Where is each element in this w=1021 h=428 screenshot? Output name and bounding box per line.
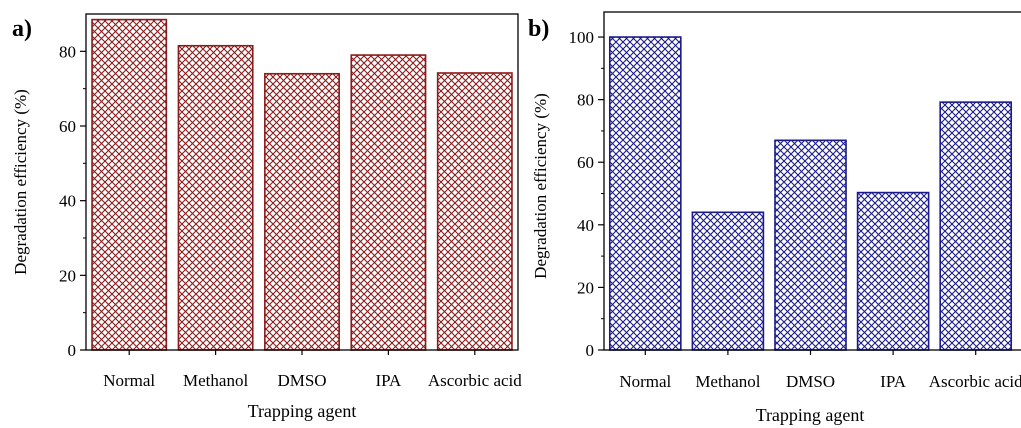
x-tick-label: Methanol: [695, 372, 760, 391]
x-tick-label: DMSO: [786, 372, 835, 391]
y-tick-label: 80: [59, 42, 76, 61]
panel-a-ticks: [80, 50, 476, 355]
panel-b-y-axis-label: Degradation efficiency (%): [531, 93, 550, 279]
bar-ascorbic-acid: [939, 101, 1013, 351]
x-tick-label: Normal: [619, 372, 671, 391]
x-tick-label: Normal: [103, 371, 155, 390]
panel-b-label: b): [528, 16, 549, 42]
x-tick-label: DMSO: [277, 371, 326, 390]
panel-a-y-axis-label: Degradation efficiency (%): [11, 89, 30, 275]
bar-normal: [608, 36, 682, 351]
panel-b-plot-frame: [603, 11, 1021, 351]
y-tick-label: 20: [577, 278, 594, 297]
bar-normal: [91, 18, 168, 351]
x-tick-label: IPA: [880, 372, 907, 391]
bar-dmso: [264, 72, 340, 351]
panel-a: a) Degradation efficiency (%) Trapping a…: [11, 13, 522, 421]
bar-methanol: [177, 44, 254, 351]
y-tick-label: 40: [577, 216, 594, 235]
panel-a-x-axis-label: Trapping agent: [248, 401, 357, 421]
panel-b-x-axis-label: Trapping agent: [756, 405, 865, 425]
panel-b-y-tick-labels: 0 20 40 60 80 100: [569, 28, 595, 360]
bar-ascorbic-acid: [436, 72, 513, 351]
y-tick-label: 20: [59, 266, 76, 285]
y-tick-label: 60: [577, 153, 594, 172]
panel-b-x-tick-labels: Normal Methanol DMSO IPA Ascorbic acid: [619, 372, 1021, 391]
y-tick-label: 80: [577, 91, 594, 110]
y-tick-label: 60: [59, 117, 76, 136]
panel-b: b) Degradation efficiency (%) Trapping a…: [528, 11, 1021, 425]
panel-b-bars: [608, 36, 1013, 351]
y-tick-label: 0: [586, 341, 595, 360]
panel-a-y-tick-labels: 0 20 40 60 80: [59, 42, 76, 360]
panel-a-x-tick-labels: Normal Methanol DMSO IPA Ascorbic acid: [103, 371, 522, 390]
y-tick-label: 0: [68, 341, 77, 360]
panel-a-plot-frame: [85, 13, 519, 351]
y-tick-label: 100: [569, 28, 595, 47]
panel-a-bars: [91, 18, 513, 351]
bar-methanol: [691, 211, 765, 351]
x-tick-label: Ascorbic acid: [929, 372, 1021, 391]
bar-ipa: [856, 191, 930, 351]
x-tick-label: IPA: [375, 371, 402, 390]
x-tick-label: Ascorbic acid: [428, 371, 522, 390]
y-tick-label: 40: [59, 192, 76, 211]
panel-a-label: a): [12, 16, 32, 42]
bar-ipa: [350, 54, 427, 351]
bar-dmso: [774, 139, 847, 351]
x-tick-label: Methanol: [183, 371, 248, 390]
